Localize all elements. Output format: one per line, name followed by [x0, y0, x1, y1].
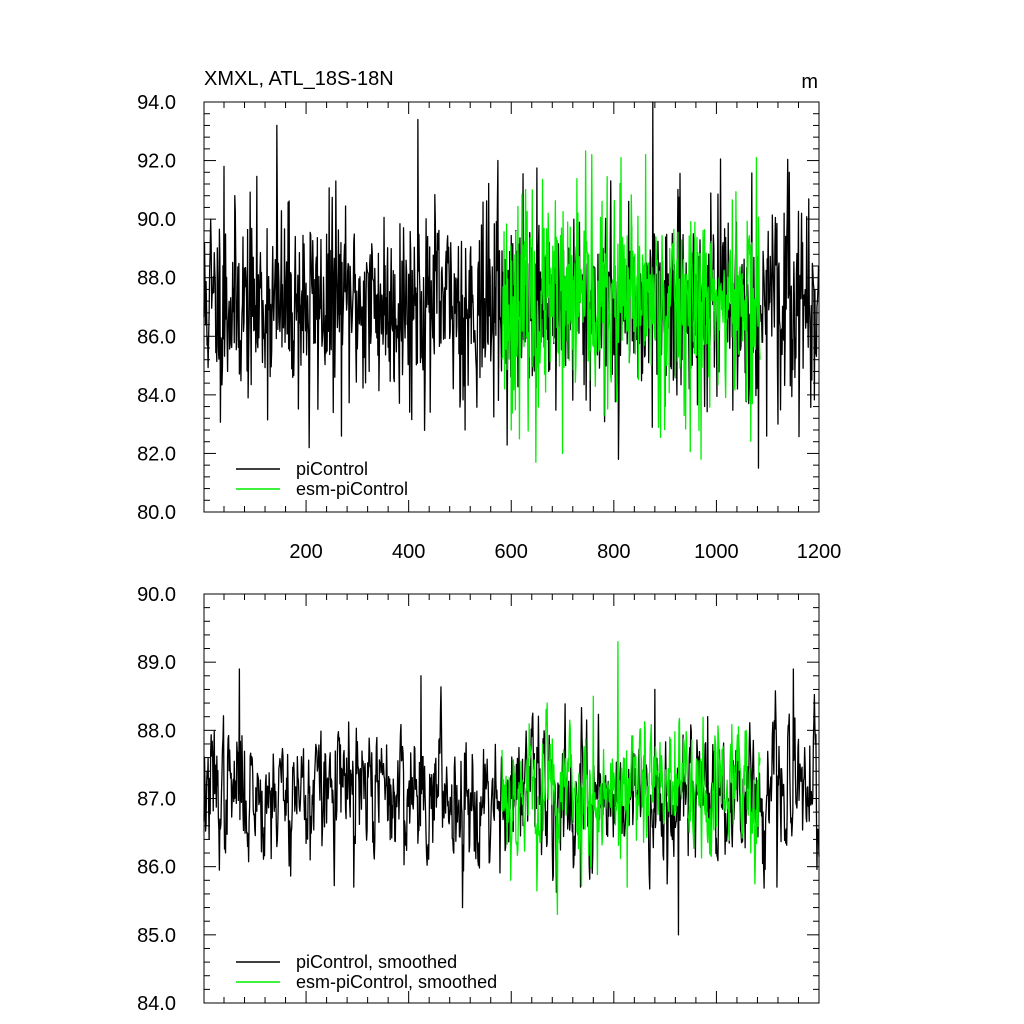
y-tick-label: 86.0 [137, 326, 176, 348]
y-tick-label: 87.0 [137, 789, 176, 811]
y-tick-label: 85.0 [137, 925, 176, 947]
y-tick-label: 84.0 [137, 385, 176, 407]
x-tick-label: 400 [392, 541, 425, 563]
y-tick-label: 82.0 [137, 443, 176, 465]
x-tick-label: 800 [597, 541, 630, 563]
top-panel: XMXL, ATL_18S-18N m 80.0 82.0 84.0 86.0 88.0… [137, 68, 841, 563]
y-tick-label: 94.0 [137, 92, 176, 114]
y-tick-label: 90.0 [137, 209, 176, 231]
series-line-picontrol-smoothed [203, 668, 820, 936]
bottom-axes: 84.0 85.0 86.0 87.0 88.0 89.0 90.0 [137, 584, 820, 1015]
x-tick-label: 1200 [797, 541, 842, 563]
series-line-esm-picontrol-smoothed [501, 641, 761, 916]
legend-label: piControl, smoothed [296, 952, 457, 972]
y-tick-label: 92.0 [137, 151, 176, 173]
series-line-esm-picontrol [501, 150, 761, 463]
units-label: m [801, 71, 818, 93]
legend-label: piControl [296, 459, 368, 479]
legend-label: esm-piControl [296, 479, 408, 499]
y-tick-label: 88.0 [137, 268, 176, 290]
bottom-series-group [203, 641, 820, 936]
y-tick-label: 89.0 [137, 652, 176, 674]
y-tick-label: 84.0 [137, 993, 176, 1015]
y-tick-label: 80.0 [137, 502, 176, 524]
top-series-group [203, 101, 820, 469]
top-axes: 80.0 82.0 84.0 86.0 88.0 90.0 92.0 94.0 200 400 60… [137, 92, 841, 563]
x-tick-label: 200 [289, 541, 322, 563]
chart-title: XMXL, ATL_18S-18N [204, 68, 394, 90]
y-tick-label: 86.0 [137, 857, 176, 879]
y-tick-label: 88.0 [137, 720, 176, 742]
x-tick-label: 600 [495, 541, 528, 563]
bottom-panel: 84.0 85.0 86.0 87.0 88.0 89.0 90.0 piControl, … [137, 584, 820, 1015]
legend-label: esm-piControl, smoothed [296, 972, 497, 992]
y-tick-label: 90.0 [137, 584, 176, 606]
x-tick-label: 1000 [694, 541, 739, 563]
